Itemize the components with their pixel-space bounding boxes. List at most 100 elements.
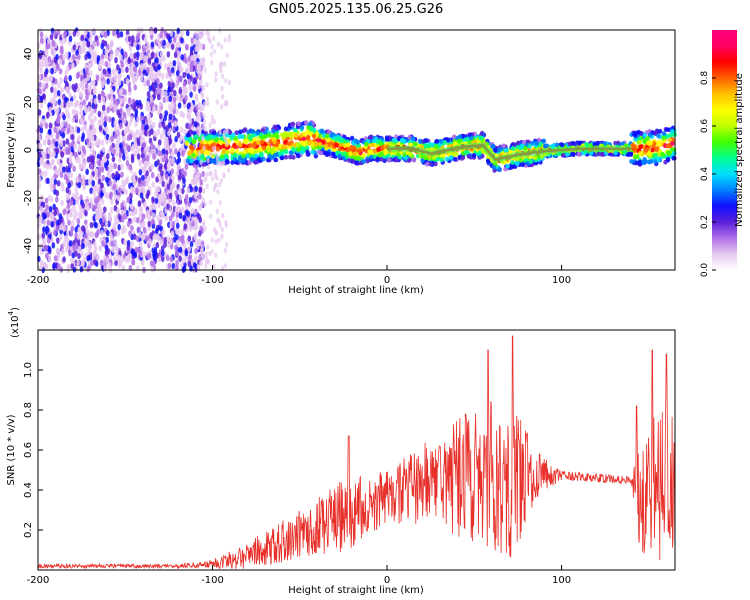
spectrogram-signal-cell: [613, 150, 618, 156]
spectrogram-signal-cell: [509, 164, 514, 170]
spectrogram-fade-cell: [194, 179, 198, 186]
spectrogram-noise-cell: [100, 229, 104, 236]
spectrogram-signal-cell: [247, 160, 252, 165]
spectrogram-fade-cell: [214, 71, 218, 77]
spectrogram-noise-cell: [43, 61, 48, 68]
spectrogram-noise-cell: [110, 89, 114, 96]
spectrogram-noise-cell: [38, 81, 42, 88]
spectrogram-noise-cell: [67, 219, 71, 226]
spectrogram-noise-cell: [192, 85, 197, 92]
spectrogram-signal-cell: [672, 150, 677, 156]
spectrogram-noise-cell: [99, 191, 104, 198]
spectrogram-noise-cell: [82, 47, 87, 55]
spectrogram-noise-cell: [163, 202, 167, 209]
spectrogram-noise-cell: [136, 147, 141, 154]
spectrogram-noise-cell: [184, 194, 189, 201]
spectrogram-noise-cell: [197, 238, 202, 245]
spectrogram-noise-cell: [194, 208, 198, 216]
spectrogram-signal-cell: [194, 160, 199, 165]
spectrogram-noise-cell: [168, 70, 172, 77]
spectrogram-noise-cell: [56, 113, 61, 121]
spectrogram-noise-cell: [100, 182, 104, 189]
spectrogram-fade-cell: [205, 29, 209, 36]
spectrogram-noise-cell: [192, 77, 197, 84]
spectrogram-noise-cell: [155, 89, 159, 96]
spectrogram-noise-cell: [139, 192, 144, 199]
spectrogram-noise-cell: [161, 89, 165, 97]
spectrogram-noise-cell: [151, 196, 155, 203]
spectrogram-noise-cell: [46, 219, 51, 226]
spectrogram-noise-cell: [141, 233, 146, 241]
spectrogram-noise-cell: [74, 226, 79, 233]
spectrogram-signal-cell: [642, 156, 647, 162]
spectrogram-noise-cell: [47, 139, 51, 146]
spectrogram-signal-cell: [599, 152, 605, 157]
spectrogram-signal-cell: [294, 133, 299, 138]
spectrogram-noise-cell: [190, 54, 194, 62]
spectrogram-noise-cell: [128, 71, 133, 78]
spectrogram-fade-cell: [210, 43, 214, 50]
spectrogram-noise-cell: [135, 187, 139, 194]
spectrogram-signal-cell: [560, 152, 566, 158]
spectrogram-fade-cell: [201, 135, 205, 141]
spectrogram-noise-cell: [168, 192, 173, 200]
spectrogram-noise-cell: [50, 185, 54, 193]
spectrogram-noise-cell: [67, 142, 72, 149]
spectrogram-noise-cell: [101, 96, 106, 103]
x-tick-label: 0: [384, 275, 390, 286]
spectrogram-fade-cell: [218, 222, 222, 229]
spectrogram-noise-cell: [75, 72, 80, 80]
spectrogram-noise-cell: [43, 70, 48, 78]
spectrogram-signal-cell: [246, 129, 251, 135]
spectrogram-signal-cell: [642, 132, 648, 138]
spectrogram-noise-cell: [170, 230, 175, 237]
spectrogram-noise-cell: [201, 84, 206, 92]
spectrogram-fade-cell: [223, 61, 227, 67]
spectrogram-signal-cell: [452, 141, 458, 147]
spectrogram-signal-cell: [334, 142, 339, 148]
spectrogram-noise-cell: [141, 174, 145, 182]
spectrogram-noise-cell: [122, 111, 127, 119]
spectrogram-noise-cell: [60, 243, 64, 251]
spectrogram-noise-cell: [118, 142, 123, 149]
spectrogram-noise-cell: [42, 75, 47, 83]
spectrogram-noise-cell: [77, 145, 82, 153]
spectrogram-noise-cell: [83, 77, 88, 85]
spectrogram-fade-cell: [197, 131, 201, 137]
spectrogram-noise-cell: [172, 199, 176, 207]
spectrogram-noise-cell: [188, 123, 192, 130]
spectrogram-noise-cell: [56, 90, 61, 97]
spectrogram-signal-cell: [250, 157, 255, 162]
spectrogram-signal-cell: [272, 139, 277, 145]
spectrogram-noise-cell: [130, 145, 135, 152]
spectrogram-fade-cell: [217, 237, 221, 244]
spectrogram-signal-cell: [497, 167, 502, 172]
spectrogram-noise-cell: [168, 238, 173, 245]
spectrogram-noise-cell: [104, 257, 108, 264]
spectrogram-signal-cell: [361, 159, 366, 164]
spectrogram-noise-cell: [146, 43, 150, 51]
spectrogram-noise-cell: [110, 40, 114, 47]
spectrogram-noise-cell: [71, 62, 75, 69]
spectrogram-signal-cell: [288, 154, 293, 160]
spectrogram-signal-cell: [230, 147, 235, 153]
spectrogram-signal-cell: [445, 137, 451, 143]
spectrogram-signal-cell: [192, 139, 197, 144]
spectrogram-noise-cell: [68, 30, 72, 38]
spectrogram-noise-cell: [46, 237, 51, 244]
spectrogram-noise-cell: [120, 202, 124, 209]
spectrogram-fade-cell: [212, 35, 216, 42]
spectrogram-noise-cell: [39, 37, 44, 44]
spectrogram-noise-cell: [96, 202, 101, 210]
spectrogram-noise-cell: [147, 175, 151, 182]
spectrogram-signal-cell: [643, 148, 649, 153]
spectrogram-signal-cell: [219, 154, 225, 160]
spectrogram-noise-cell: [157, 64, 161, 71]
spectrogram-signal-cell: [351, 158, 356, 164]
spectrogram-noise-cell: [86, 266, 90, 273]
spectrogram-noise-cell: [41, 232, 46, 239]
spectrogram-noise-cell: [189, 240, 194, 248]
spectrogram-noise-cell: [127, 254, 132, 261]
spectrogram-noise-cell: [162, 39, 166, 47]
spectrogram-noise-cell: [170, 184, 175, 191]
